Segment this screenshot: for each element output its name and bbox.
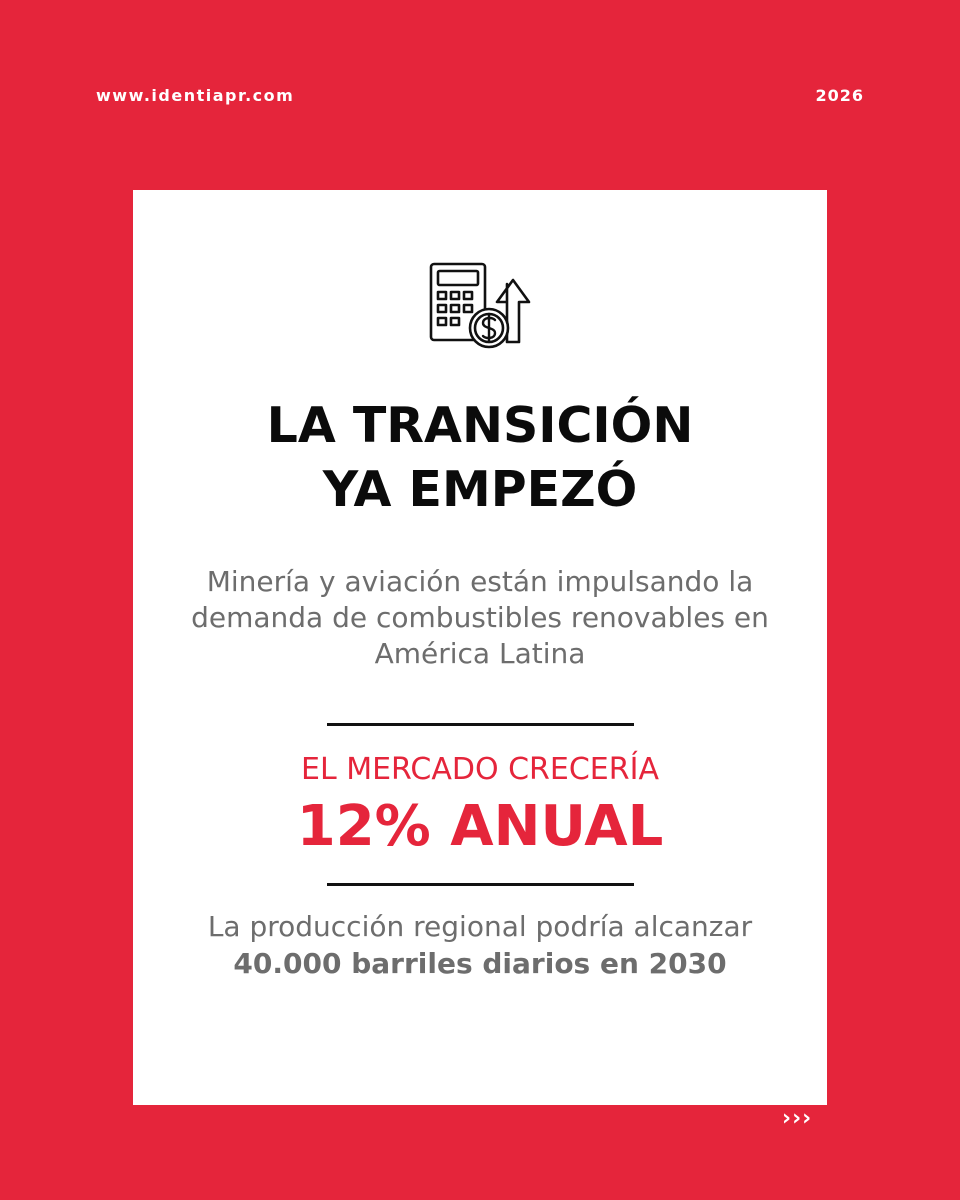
site-url: www.identiapr.com [96,86,295,105]
calculator-dollar-arrow-up-icon [429,262,531,358]
divider-top [327,723,634,726]
market-label: EL MERCADO CRECERÍA [301,752,659,787]
headline-line-1: LA TRANSICIÓN [266,397,694,454]
content-card: LA TRANSICIÓN YA EMPEZÓ Minería y aviaci… [133,190,827,1105]
closing-text-prefix: La producción regional podría alcanzar [207,910,753,943]
headline-line-2: YA EMPEZÓ [322,461,638,518]
subtitle-text: Minería y aviación están impulsando la d… [191,565,769,670]
market-growth-value: 12% ANUAL [296,794,664,859]
divider-bottom [327,883,634,886]
next-slide-arrows[interactable]: ››› [782,1106,813,1131]
year-label: 2026 [815,86,864,105]
closing-text-highlight: 40.000 barriles diarios en 2030 [233,947,727,980]
headline: LA TRANSICIÓN YA EMPEZÓ [133,394,827,522]
closing-text: La producción regional podría alcanzar 4… [173,908,787,982]
